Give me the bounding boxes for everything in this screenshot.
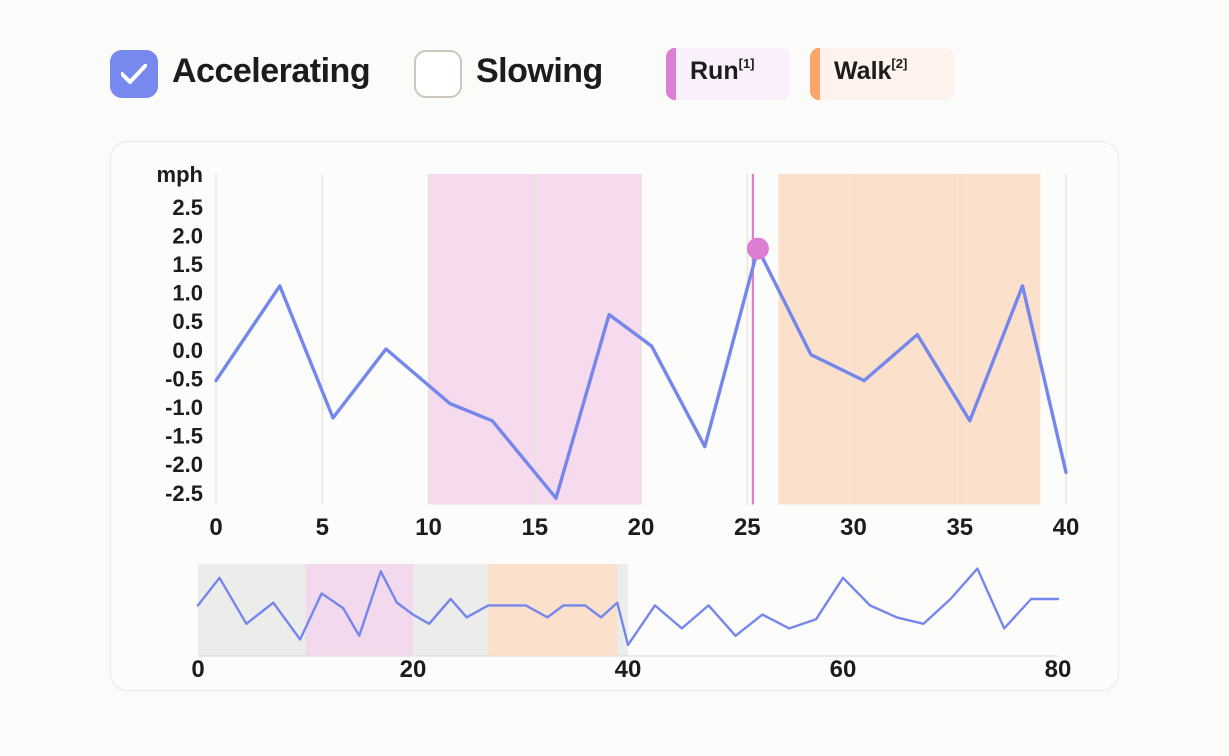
svg-text:-0.5: -0.5	[165, 366, 203, 391]
svg-text:80: 80	[1045, 656, 1072, 683]
svg-text:-1.0: -1.0	[165, 395, 203, 420]
svg-text:40: 40	[615, 656, 642, 683]
svg-text:-2.5: -2.5	[165, 481, 203, 506]
svg-text:0.0: 0.0	[172, 338, 203, 363]
svg-text:mph: mph	[157, 162, 203, 187]
svg-text:15: 15	[521, 514, 548, 541]
svg-text:0: 0	[191, 656, 204, 683]
svg-text:2.5: 2.5	[172, 195, 203, 220]
svg-text:20: 20	[400, 656, 427, 683]
svg-text:20: 20	[628, 514, 655, 541]
svg-text:10: 10	[415, 514, 442, 541]
svg-text:-2.0: -2.0	[165, 452, 203, 477]
svg-text:25: 25	[734, 514, 761, 541]
svg-text:2.0: 2.0	[172, 223, 203, 248]
svg-text:30: 30	[840, 514, 867, 541]
svg-text:5: 5	[316, 514, 329, 541]
svg-text:-1.5: -1.5	[165, 424, 203, 449]
svg-text:60: 60	[830, 656, 857, 683]
svg-text:35: 35	[946, 514, 973, 541]
svg-text:1.0: 1.0	[172, 281, 203, 306]
svg-text:0.5: 0.5	[172, 309, 203, 334]
svg-text:40: 40	[1053, 514, 1080, 541]
svg-text:1.5: 1.5	[172, 252, 203, 277]
svg-text:0: 0	[209, 514, 222, 541]
